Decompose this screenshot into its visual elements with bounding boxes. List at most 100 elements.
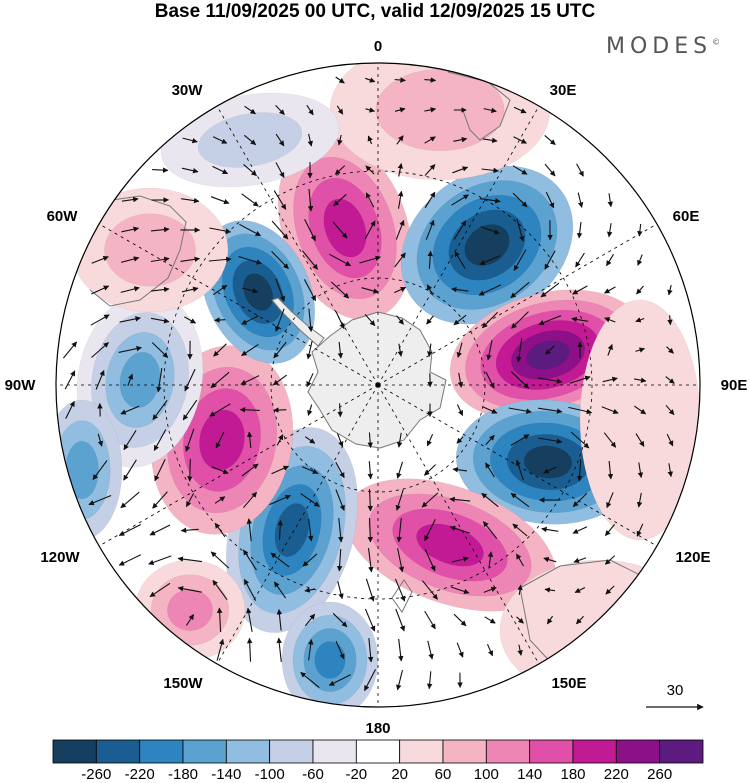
wind-vector-150 [486, 339, 493, 361]
wind-vector-324 [397, 638, 404, 662]
wind-vector-82 [208, 256, 232, 263]
wind-vector-160 [156, 368, 163, 393]
wind-vector-159 [127, 373, 134, 386]
wind-vector-61 [150, 226, 170, 233]
high-anomaly-south-atlantic-band-4 [323, 198, 367, 258]
wind-vector-3 [394, 77, 406, 83]
wind-vector-276 [270, 552, 290, 568]
wind-vector-275 [243, 549, 257, 571]
wind-vector-245 [421, 492, 439, 508]
wind-vector-212 [635, 433, 645, 447]
wind-vector-266 [512, 523, 528, 537]
colorbar-swatch-1 [52, 739, 97, 764]
wind-vector-288 [149, 582, 171, 598]
wind-vector-169 [510, 371, 530, 389]
wind-vector-31 [243, 163, 257, 177]
wind-vector-256 [214, 522, 226, 538]
wind-vector-269 [604, 524, 616, 537]
wind-vector-73 [516, 218, 525, 242]
wind-vector-250 [572, 493, 588, 507]
wind-vector-225 [424, 464, 436, 476]
wind-vector-294 [337, 581, 344, 600]
wind-vector-267 [541, 526, 559, 533]
wind-vector-206 [456, 436, 464, 444]
wind-vector-290 [212, 579, 228, 601]
wind-vector-313 [453, 613, 467, 627]
vector-reference-label: 30 [667, 682, 684, 699]
wind-vector-304 [185, 614, 195, 626]
wind-vector-287 [604, 555, 616, 565]
wind-vector-17 [243, 134, 257, 146]
colorbar-tick-label: 260 [647, 766, 672, 783]
wind-vector-122 [241, 315, 259, 325]
wind-vector-90 [454, 251, 466, 269]
wind-vector-78 [91, 255, 109, 264]
wind-vector-196 [153, 429, 167, 451]
wind-vector-40 [512, 165, 528, 175]
colorbar-swatch-10 [442, 739, 487, 764]
wind-vector-326 [456, 642, 464, 658]
wind-vector-297 [422, 580, 438, 600]
map-boundary [55, 62, 701, 708]
colorbar-tick-label: 20 [391, 766, 408, 783]
wind-vector-179 [182, 399, 198, 421]
wind-vector-223 [367, 461, 374, 480]
wind-vector-1 [335, 76, 345, 84]
wind-vector-199 [246, 431, 253, 449]
colorbar-swatch-9 [399, 739, 444, 764]
low-anomaly-far-pacific [56, 399, 123, 541]
wind-vector-205 [426, 433, 434, 447]
wind-vector-68 [364, 220, 376, 240]
wind-vector-242 [335, 489, 345, 511]
wind-vector-59 [607, 193, 613, 208]
wind-vector-125 [335, 311, 345, 330]
wind-vector-58 [577, 192, 584, 208]
wind-vector-93 [544, 250, 556, 270]
wind-vector-136 [667, 315, 673, 326]
wind-vector-37 [424, 164, 436, 176]
wind-vector-231 [607, 460, 614, 480]
wind-vector-224 [396, 461, 404, 479]
wind-vector-295 [365, 578, 375, 602]
wind-vector-230 [576, 459, 583, 482]
colorbar-tick-label: -220 [125, 766, 155, 783]
colorbar-swatch-11 [485, 739, 531, 764]
brand-mark: © [712, 37, 721, 47]
wind-vector-316 [546, 615, 554, 625]
wind-vector-253 [118, 524, 141, 536]
wind-vector-268 [572, 526, 588, 534]
wind-vector-45 [181, 197, 200, 204]
wind-vector-263 [424, 519, 436, 542]
wind-vector-158 [95, 369, 105, 390]
wind-vector-279 [367, 548, 374, 573]
wind-vector-164 [272, 374, 288, 386]
wind-vector-149 [456, 342, 463, 358]
wind-vector-112 [540, 282, 560, 298]
wind-vector-319 [246, 637, 253, 662]
colorbar-swatch-14 [615, 739, 661, 764]
wind-vector-306 [246, 607, 253, 632]
wind-vector-71 [453, 220, 467, 240]
wind-vector-9 [365, 107, 376, 113]
wind-vector-257 [246, 518, 253, 542]
wind-vector-151 [516, 338, 523, 363]
wind-vector-175 [65, 400, 75, 419]
wind-vector-133 [571, 316, 589, 323]
wind-vector-311 [395, 608, 406, 632]
wind-vector-243 [367, 489, 374, 512]
wind-vector-236 [152, 491, 168, 509]
wind-vector-86 [329, 253, 352, 267]
colorbar: -260 -220 -180 -140 -100 -60 -20 20 60 100 140 180 2… [52, 739, 704, 783]
wind-vector-261 [367, 517, 374, 543]
wind-vector-220 [271, 465, 290, 475]
wind-vector-130 [482, 311, 498, 329]
wind-vector-10 [394, 107, 406, 113]
graticule [56, 63, 700, 707]
lon-label-90w: 90W [5, 377, 37, 394]
wind-vector-186 [456, 404, 464, 416]
wind-vector-144 [273, 341, 287, 359]
wind-vector-284 [516, 553, 524, 567]
wind-vector-104 [303, 279, 317, 302]
wind-vector-251 [606, 492, 614, 509]
